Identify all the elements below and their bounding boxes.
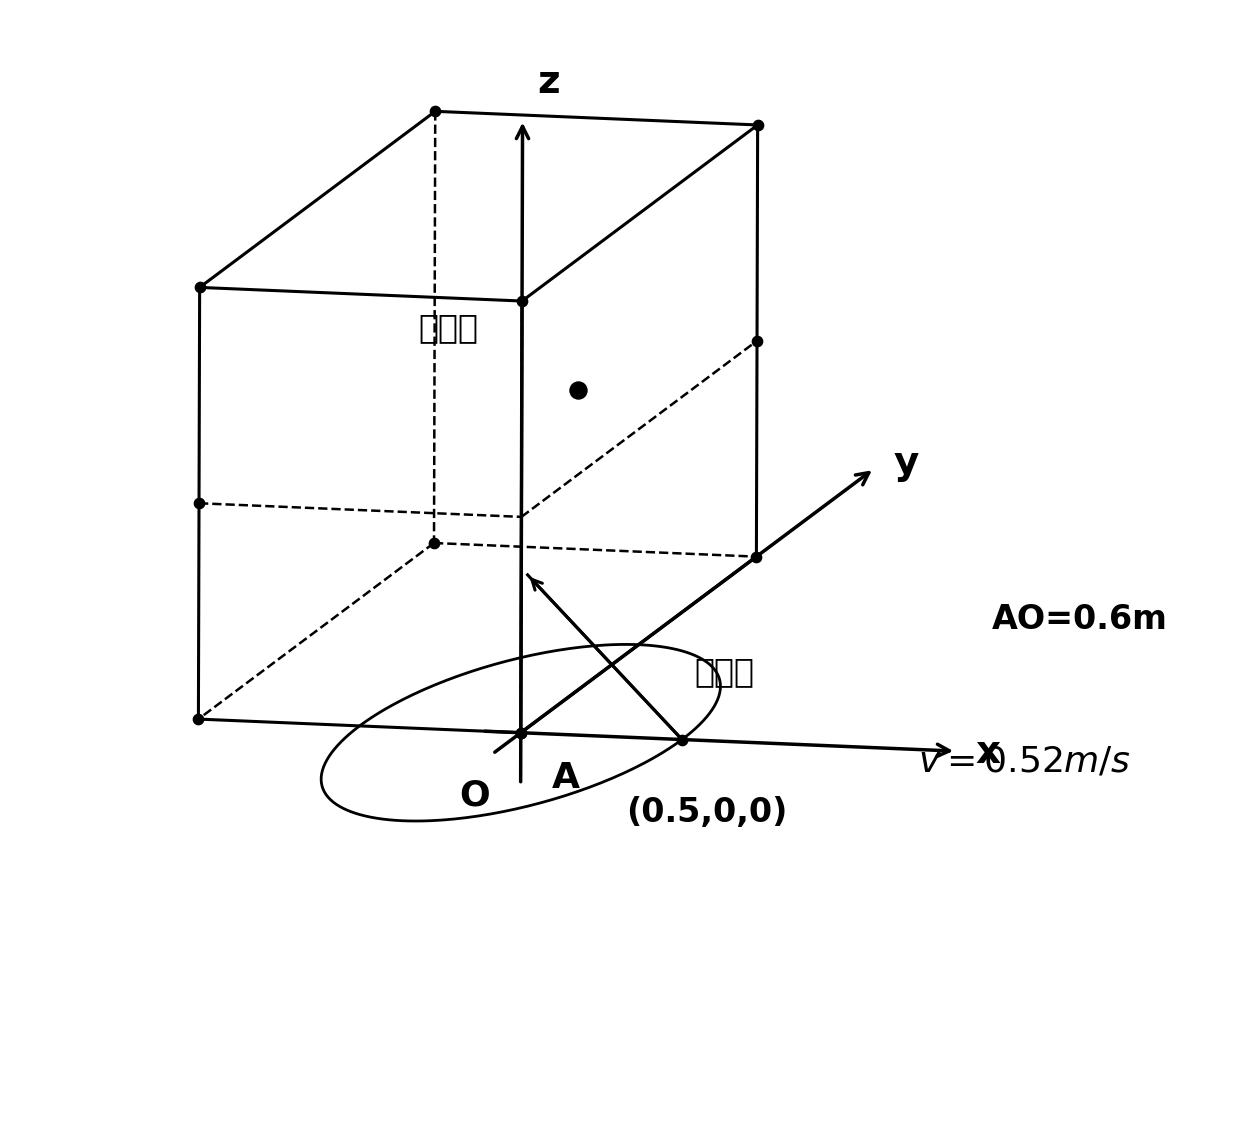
Text: AO=0.6m: AO=0.6m: [992, 602, 1168, 636]
Point: [672, 730, 692, 749]
Point: [425, 102, 445, 120]
Text: 传声器: 传声器: [694, 655, 754, 688]
Point: [511, 724, 531, 742]
Point: [190, 278, 210, 296]
Point: [188, 494, 208, 512]
Text: 点声源: 点声源: [419, 311, 479, 344]
Point: [511, 724, 531, 742]
Point: [568, 381, 588, 399]
Text: x: x: [976, 733, 1001, 770]
Text: z: z: [537, 64, 560, 101]
Point: [748, 116, 768, 134]
Text: y: y: [894, 444, 919, 483]
Text: O: O: [459, 778, 490, 812]
Point: [746, 332, 766, 350]
Point: [424, 534, 444, 552]
Text: (0.5,0,0): (0.5,0,0): [626, 796, 787, 829]
Point: [512, 292, 532, 310]
Point: [188, 710, 208, 728]
Point: [746, 548, 766, 566]
Text: A: A: [552, 761, 580, 795]
Text: $v=0.52m/s$: $v=0.52m/s$: [918, 744, 1131, 778]
